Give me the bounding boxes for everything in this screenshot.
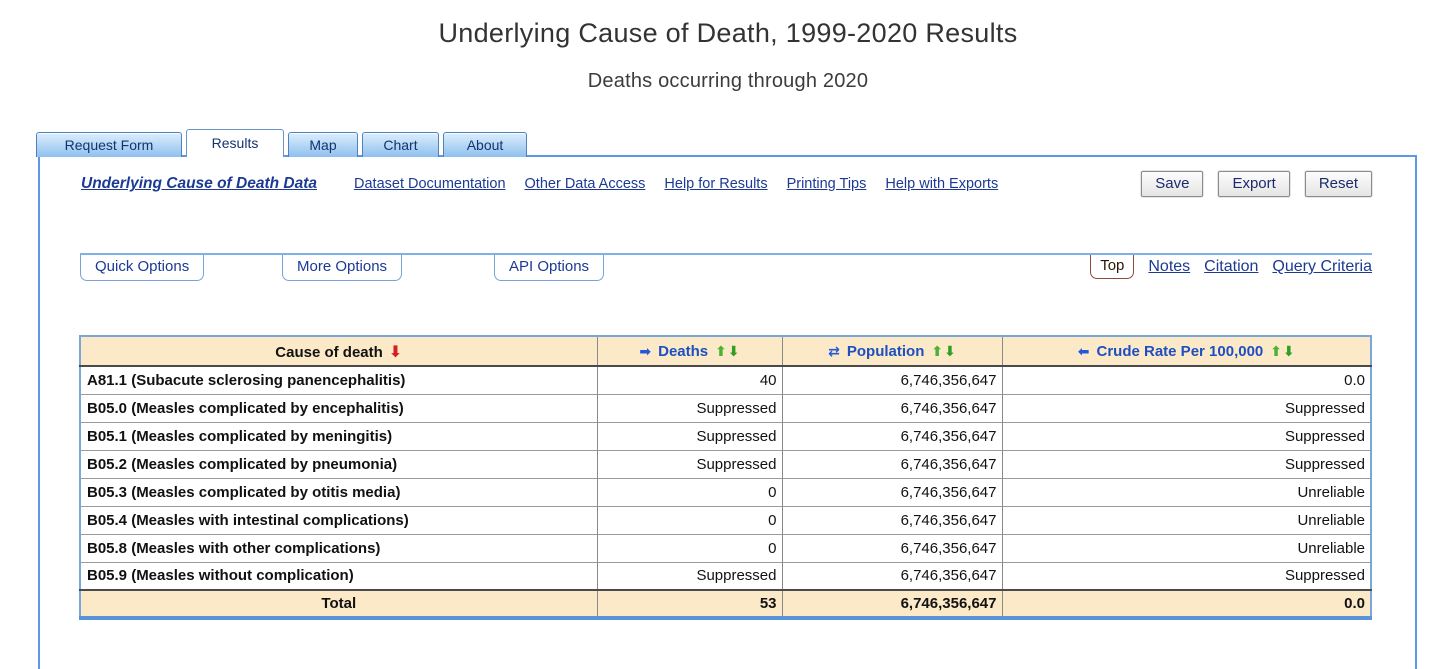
total-deaths-cell: 53 (596, 589, 782, 618)
population-cell: 6,746,356,647 (781, 365, 1002, 394)
header-deaths-label: Deaths (658, 342, 709, 360)
deaths-cell: 0 (596, 477, 782, 506)
header-deaths: ➡ Deaths ⬆⬇ (596, 336, 782, 367)
query-criteria-link[interactable]: Query Criteria (1272, 258, 1372, 275)
population-cell: 6,746,356,647 (781, 533, 1002, 562)
table-row: B05.2 (Measles complicated by pneumonia)… (80, 449, 1371, 478)
save-button[interactable]: Save (1141, 171, 1204, 197)
deaths-cell: Suppressed (596, 421, 782, 450)
table-row: B05.9 (Measles without complication) Sup… (80, 561, 1371, 590)
top-button[interactable]: Top (1090, 255, 1135, 279)
table-row: B05.1 (Measles complicated by meningitis… (80, 421, 1371, 450)
cause-cell: B05.8 (Measles with other complications) (80, 533, 597, 562)
sort-ascending-icon[interactable]: ⬆ (1270, 343, 1282, 360)
reset-button[interactable]: Reset (1304, 171, 1372, 197)
table-row: B05.3 (Measles complicated by otitis med… (80, 477, 1371, 506)
total-population-cell: 6,746,356,647 (781, 589, 1002, 618)
cause-cell: A81.1 (Subacute sclerosing panencephalit… (80, 365, 597, 394)
deaths-cell: 40 (596, 365, 782, 394)
tab-chart[interactable]: Chart (362, 132, 439, 157)
move-left-icon[interactable]: ⬅ (1077, 343, 1090, 360)
cause-cell: B05.2 (Measles complicated by pneumonia) (80, 449, 597, 478)
tab-results[interactable]: Results (186, 129, 284, 157)
quick-options-tab[interactable]: Quick Options (80, 255, 205, 281)
citation-link[interactable]: Citation (1204, 258, 1259, 275)
link-other-data-access[interactable]: Other Data Access (524, 176, 646, 192)
options-right-group: Top Notes Citation Query Criteria (1090, 255, 1372, 279)
cause-cell: B05.9 (Measles without complication) (80, 561, 597, 590)
table-row: A81.1 (Subacute sclerosing panencephalit… (80, 365, 1371, 394)
table-row: B05.4 (Measles with intestinal complicat… (80, 505, 1371, 534)
page-subtitle: Deaths occurring through 2020 (587, 70, 869, 92)
crude-rate-cell: Suppressed (1001, 393, 1371, 422)
link-help-for-results[interactable]: Help for Results (664, 176, 768, 192)
link-dataset-documentation[interactable]: Dataset Documentation (354, 176, 506, 192)
cause-cell: B05.4 (Measles with intestinal complicat… (80, 505, 597, 534)
cause-cell: B05.3 (Measles complicated by otitis med… (80, 477, 597, 506)
tab-request-form[interactable]: Request Form (36, 132, 182, 157)
total-crude-rate-cell: 0.0 (1001, 589, 1371, 618)
crude-rate-cell: Suppressed (1001, 449, 1371, 478)
export-button[interactable]: Export (1218, 171, 1290, 197)
tab-map[interactable]: Map (288, 132, 358, 157)
crude-rate-cell: 0.0 (1001, 365, 1371, 394)
crude-rate-cell: Suppressed (1001, 421, 1371, 450)
deaths-cell: Suppressed (596, 393, 782, 422)
toolbar: Underlying Cause of Death Data Dataset D… (40, 157, 1415, 197)
header-crude-rate-label: Crude Rate Per 100,000 (1096, 342, 1264, 360)
results-panel: Underlying Cause of Death Data Dataset D… (38, 155, 1417, 669)
cause-cell: B05.0 (Measles complicated by encephalit… (80, 393, 597, 422)
header-cause-label: Cause of death (275, 343, 383, 361)
cause-cell: B05.1 (Measles complicated by meningitis… (80, 421, 597, 450)
header-population-label: Population (846, 342, 925, 360)
header-cause-of-death: Cause of death ⬇ (80, 336, 597, 367)
toolbar-buttons: Save Export Reset (1141, 171, 1372, 197)
crude-rate-cell: Unreliable (1001, 477, 1371, 506)
header-crude-rate: ⬅ Crude Rate Per 100,000 ⬆⬇ (1001, 336, 1371, 367)
page-title: Underlying Cause of Death, 1999-2020 Res… (438, 18, 1018, 48)
link-help-with-exports[interactable]: Help with Exports (885, 176, 999, 192)
link-printing-tips[interactable]: Printing Tips (786, 176, 867, 192)
results-table: Cause of death ⬇ ➡ Deaths ⬆⬇ ⇄ Population ⬆⬇ … (79, 335, 1372, 620)
sort-descending-icon[interactable]: ⬇ (727, 343, 740, 360)
deaths-cell: 0 (596, 533, 782, 562)
deaths-cell: 0 (596, 505, 782, 534)
header-population: ⇄ Population ⬆⬇ (781, 336, 1002, 367)
dataset-title-link[interactable]: Underlying Cause of Death Data (81, 175, 317, 192)
swap-columns-icon[interactable]: ⇄ (828, 343, 840, 360)
sort-descending-icon[interactable]: ⬇ (1283, 343, 1295, 360)
sort-descending-icon[interactable]: ⬇ (388, 341, 403, 361)
deaths-cell: Suppressed (596, 561, 782, 590)
header-row: Cause of death ⬇ ➡ Deaths ⬆⬇ ⇄ Population ⬆⬇ … (80, 336, 1371, 367)
table-row: B05.0 (Measles complicated by encephalit… (80, 393, 1371, 422)
population-cell: 6,746,356,647 (781, 561, 1002, 590)
total-label-cell: Total (80, 589, 597, 618)
options-bar: Quick Options More Options API Options T… (80, 253, 1372, 282)
main-tab-bar: Request Form Results Map Chart About (36, 129, 1456, 157)
crude-rate-cell: Unreliable (1001, 533, 1371, 562)
api-options-tab[interactable]: API Options (494, 255, 605, 281)
crude-rate-cell: Unreliable (1001, 505, 1371, 534)
population-cell: 6,746,356,647 (781, 421, 1002, 450)
crude-rate-cell: Suppressed (1001, 561, 1371, 590)
table-row: B05.8 (Measles with other complications)… (80, 533, 1371, 562)
sort-ascending-icon[interactable]: ⬆ (931, 343, 944, 360)
sort-descending-icon[interactable]: ⬇ (944, 343, 956, 360)
population-cell: 6,746,356,647 (781, 477, 1002, 506)
population-cell: 6,746,356,647 (781, 449, 1002, 478)
population-cell: 6,746,356,647 (781, 393, 1002, 422)
more-options-tab[interactable]: More Options (282, 255, 403, 281)
move-right-icon[interactable]: ➡ (639, 343, 652, 360)
sort-ascending-icon[interactable]: ⬆ (715, 343, 727, 360)
deaths-cell: Suppressed (596, 449, 782, 478)
notes-link[interactable]: Notes (1148, 258, 1191, 275)
population-cell: 6,746,356,647 (781, 505, 1002, 534)
total-row: Total 53 6,746,356,647 0.0 (80, 589, 1371, 618)
tab-about[interactable]: About (443, 132, 527, 157)
